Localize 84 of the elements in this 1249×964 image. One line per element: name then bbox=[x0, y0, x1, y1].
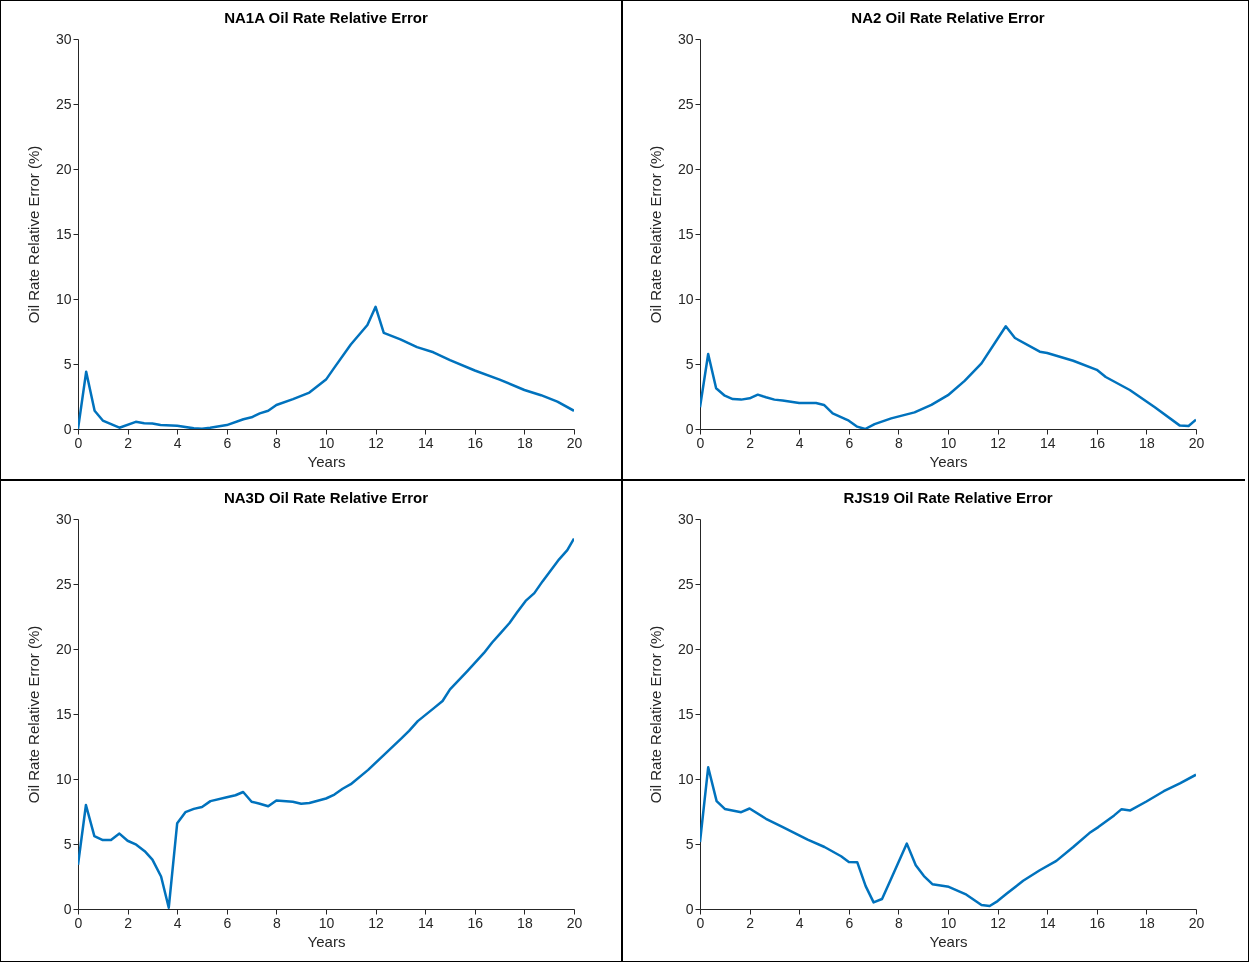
x-tick-label: 8 bbox=[273, 914, 281, 931]
x-tick-label: 10 bbox=[940, 914, 957, 931]
y-tick-label: 5 bbox=[685, 355, 694, 372]
y-tick-label: 5 bbox=[685, 835, 694, 852]
x-axis-title: Years bbox=[307, 932, 346, 950]
x-tick-label: 16 bbox=[1089, 434, 1106, 451]
x-tick-label: 2 bbox=[124, 434, 133, 451]
x-tick-label: 18 bbox=[517, 914, 533, 931]
x-tick-label: 14 bbox=[1039, 434, 1056, 451]
y-axis-title: Oil Rate Relative Error (%) bbox=[646, 625, 664, 804]
chart-title: NA1A Oil Rate Relative Error bbox=[224, 9, 428, 26]
x-tick-label: 8 bbox=[895, 434, 903, 451]
y-tick-label: 25 bbox=[677, 575, 694, 592]
y-tick-label: 10 bbox=[55, 770, 72, 787]
x-tick-label: 4 bbox=[173, 914, 182, 931]
chart-title: NA3D Oil Rate Relative Error bbox=[223, 489, 429, 506]
x-tick-label: 14 bbox=[417, 434, 434, 451]
x-tick-label: 0 bbox=[696, 914, 705, 931]
y-tick-label: 20 bbox=[677, 640, 694, 657]
y-tick-label: 20 bbox=[55, 160, 72, 177]
y-tick-label: 0 bbox=[63, 900, 72, 917]
y-tick-label: 10 bbox=[677, 290, 694, 307]
x-tick-label: 4 bbox=[173, 434, 182, 451]
y-tick-label: 0 bbox=[63, 420, 72, 437]
x-tick-label: 0 bbox=[74, 434, 83, 451]
y-tick-label: 30 bbox=[55, 510, 72, 527]
x-tick-label: 12 bbox=[368, 914, 385, 931]
x-tick-label: 14 bbox=[417, 914, 434, 931]
y-tick-label: 25 bbox=[55, 95, 72, 112]
y-tick-label: 15 bbox=[55, 225, 72, 242]
x-tick-label: 8 bbox=[273, 434, 281, 451]
x-tick-label: 2 bbox=[124, 914, 133, 931]
x-tick-label: 20 bbox=[1188, 434, 1205, 451]
y-axis-title: Oil Rate Relative Error (%) bbox=[646, 145, 664, 324]
x-tick-label: 0 bbox=[74, 914, 83, 931]
x-tick-label: 0 bbox=[696, 434, 705, 451]
x-tick-label: 14 bbox=[1039, 914, 1056, 931]
x-tick-label: 12 bbox=[990, 434, 1007, 451]
x-tick-label: 6 bbox=[223, 914, 232, 931]
x-axis-title: Years bbox=[307, 452, 346, 470]
x-axis-title: Years bbox=[929, 932, 968, 950]
y-tick-label: 10 bbox=[55, 290, 72, 307]
y-tick-label: 0 bbox=[685, 900, 694, 917]
y-tick-label: 5 bbox=[63, 355, 72, 372]
x-tick-label: 20 bbox=[1188, 914, 1205, 931]
x-tick-label: 20 bbox=[566, 434, 583, 451]
x-axis-title: Years bbox=[929, 452, 968, 470]
x-tick-label: 10 bbox=[318, 434, 335, 451]
x-tick-label: 10 bbox=[940, 434, 957, 451]
x-tick-label: 18 bbox=[1139, 434, 1155, 451]
x-tick-label: 4 bbox=[795, 434, 804, 451]
y-tick-label: 10 bbox=[677, 770, 694, 787]
x-tick-label: 2 bbox=[746, 434, 755, 451]
y-tick-label: 25 bbox=[677, 95, 694, 112]
x-tick-label: 6 bbox=[845, 914, 854, 931]
x-tick-label: 18 bbox=[1139, 914, 1155, 931]
y-axis-title: Oil Rate Relative Error (%) bbox=[24, 145, 42, 324]
chart-title: NA2 Oil Rate Relative Error bbox=[851, 9, 1045, 26]
x-tick-label: 16 bbox=[1089, 914, 1106, 931]
x-tick-label: 16 bbox=[467, 434, 484, 451]
y-tick-label: 0 bbox=[685, 420, 694, 437]
x-tick-label: 4 bbox=[795, 914, 804, 931]
y-tick-label: 20 bbox=[677, 160, 694, 177]
x-tick-label: 6 bbox=[223, 434, 232, 451]
y-tick-label: 15 bbox=[677, 225, 694, 242]
y-axis-title: Oil Rate Relative Error (%) bbox=[24, 625, 42, 804]
x-tick-label: 8 bbox=[895, 914, 903, 931]
y-tick-label: 5 bbox=[63, 835, 72, 852]
x-tick-label: 12 bbox=[368, 434, 385, 451]
y-tick-label: 15 bbox=[677, 705, 694, 722]
y-tick-label: 30 bbox=[55, 30, 72, 47]
chart-title: RJS19 Oil Rate Relative Error bbox=[843, 489, 1053, 506]
y-tick-label: 20 bbox=[55, 640, 72, 657]
x-tick-label: 20 bbox=[566, 914, 583, 931]
y-tick-label: 30 bbox=[677, 30, 694, 47]
x-tick-label: 6 bbox=[845, 434, 854, 451]
y-tick-label: 30 bbox=[677, 510, 694, 527]
x-tick-label: 12 bbox=[990, 914, 1007, 931]
x-tick-label: 2 bbox=[746, 914, 755, 931]
y-tick-label: 15 bbox=[55, 705, 72, 722]
x-tick-label: 18 bbox=[517, 434, 533, 451]
x-tick-label: 16 bbox=[467, 914, 484, 931]
x-tick-label: 10 bbox=[318, 914, 335, 931]
y-tick-label: 25 bbox=[55, 575, 72, 592]
